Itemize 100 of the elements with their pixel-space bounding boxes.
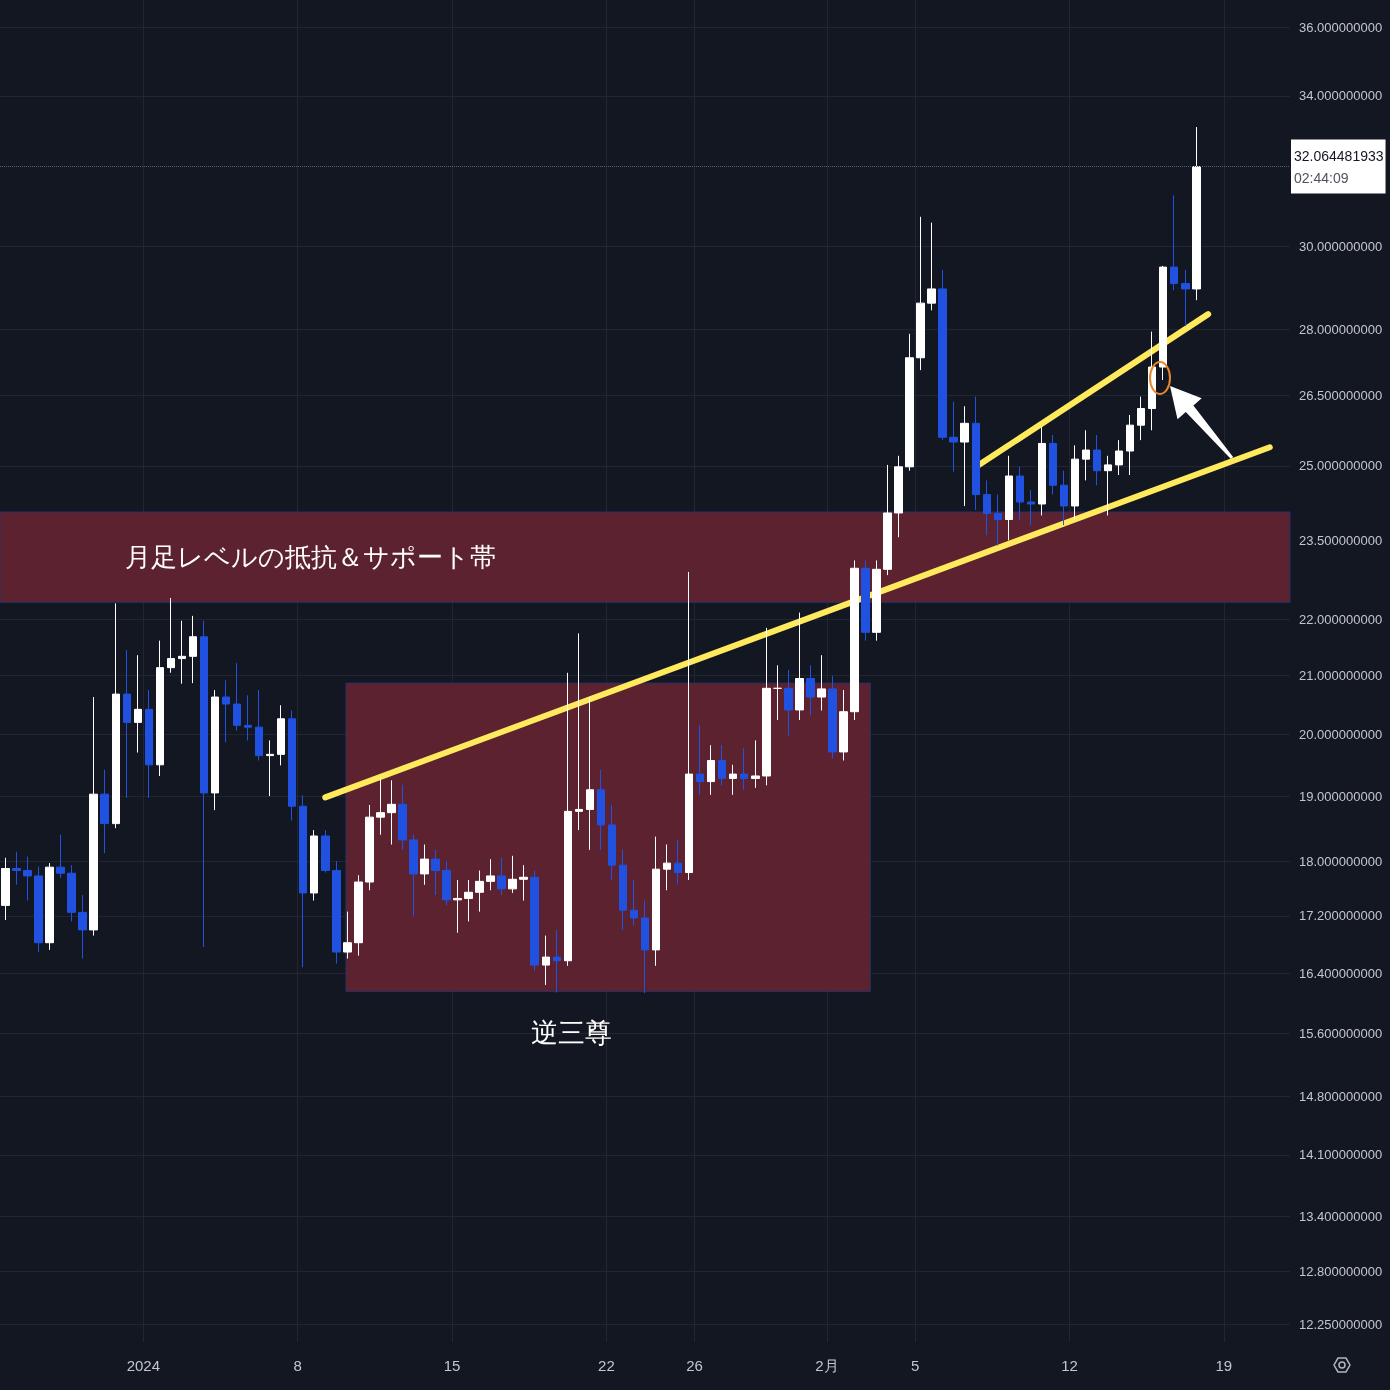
candlestick [542, 935, 550, 986]
candlestick [1115, 439, 1123, 476]
band-label: 月足レベルの抵抗＆サポート帯 [124, 542, 496, 573]
candlestick [751, 739, 760, 789]
candlestick [167, 597, 175, 674]
candlestick [464, 879, 473, 922]
y-tick-label: 21.000000000 [1299, 668, 1383, 684]
annotation: 逆三尊 [531, 1017, 612, 1048]
candlestick [828, 675, 837, 760]
candlestick [266, 739, 274, 797]
y-tick-label: 34.000000000 [1299, 88, 1383, 104]
candlestick [1126, 414, 1134, 476]
candlestick [663, 844, 671, 891]
candlestick [200, 620, 208, 948]
candlestick [288, 710, 296, 821]
candlestick [431, 849, 440, 896]
candlestick [1016, 466, 1024, 521]
y-tick-label: 16.400000000 [1299, 965, 1383, 981]
y-tick-label: 13.400000000 [1299, 1208, 1383, 1224]
candlestick [872, 559, 881, 642]
candlestick [1181, 269, 1190, 327]
candlestick [56, 834, 65, 879]
candlestick [861, 559, 870, 642]
candlestick [994, 494, 1002, 546]
candlestick [685, 571, 693, 881]
candlestick [211, 689, 219, 811]
candlestick [972, 396, 980, 511]
candlestick [12, 851, 21, 886]
candlestick [839, 689, 848, 761]
candlestick [189, 615, 197, 684]
candlestick [23, 855, 32, 902]
candlestick [442, 860, 451, 906]
y-tick-label: 30.000000000 [1299, 238, 1383, 254]
candlestick [641, 900, 649, 994]
y-tick-label: 36.000000000 [1299, 19, 1383, 35]
candlestick [960, 405, 969, 507]
candlestick [817, 654, 826, 712]
candlestick [674, 839, 682, 886]
y-tick-label: 19.000000000 [1299, 788, 1383, 804]
x-tick-label: 2024 [126, 1357, 161, 1374]
candlestick [905, 333, 914, 472]
candlestick [1192, 126, 1201, 301]
candlestick [1049, 434, 1057, 496]
candlestick [983, 479, 991, 536]
x-tick-label: 8 [293, 1357, 302, 1374]
candlestick [519, 864, 528, 902]
candlestick [1170, 194, 1178, 291]
candlestick [420, 844, 429, 886]
candlestick [883, 464, 892, 576]
candlestick [475, 870, 484, 913]
candlestick [100, 769, 109, 854]
candlestick [343, 911, 352, 960]
candlestick [553, 929, 561, 993]
candlestick [233, 662, 241, 732]
candlestick [850, 559, 859, 721]
candlestick [453, 879, 462, 934]
y-tick-label: 17.200000000 [1299, 908, 1383, 924]
y-tick-label: 14.800000000 [1299, 1089, 1383, 1105]
candlestick [486, 858, 495, 891]
candlestick [365, 804, 374, 891]
candlestick [45, 862, 54, 951]
candlestick [321, 829, 330, 874]
candlestick [145, 689, 153, 799]
y-tick-label: 26.500000000 [1299, 388, 1383, 404]
candlestick [387, 779, 396, 846]
candlestick [178, 620, 186, 685]
candlestick [575, 632, 583, 831]
x-tick-label: 2月 [815, 1357, 839, 1374]
candlestick [740, 747, 748, 791]
candlestick [156, 640, 164, 777]
y-tick-label: 18.000000000 [1299, 853, 1383, 869]
candlestick [1137, 396, 1145, 441]
candlestick [1, 857, 10, 921]
candlestick [222, 679, 230, 743]
candlestick [773, 664, 782, 721]
x-tick-label: 26 [686, 1357, 703, 1374]
candlestick [310, 829, 318, 902]
candlestick [630, 879, 638, 927]
candlestick [1027, 489, 1035, 526]
candlestick [894, 455, 903, 538]
x-tick-label: 19 [1215, 1357, 1233, 1374]
candlestick [277, 704, 285, 766]
candlestick [78, 894, 87, 960]
candlestick [1038, 426, 1046, 516]
candlestick [762, 627, 771, 786]
y-tick-label: 20.000000000 [1299, 726, 1383, 742]
candlestick [34, 865, 43, 953]
x-tick-label: 22 [598, 1357, 615, 1374]
candlestick [255, 689, 263, 761]
candlestick [795, 612, 804, 721]
y-tick-label: 12.250000000 [1299, 1316, 1383, 1332]
text: 02:44:09 [1294, 169, 1349, 186]
candlestick [1082, 429, 1090, 481]
candlestick [67, 864, 76, 922]
candlestick [134, 654, 142, 754]
y-tick-label: 15.600000000 [1299, 1025, 1383, 1041]
candlestick [608, 804, 616, 881]
candlestick [244, 694, 252, 741]
candlestick [718, 744, 726, 786]
candlestick [1093, 434, 1101, 486]
